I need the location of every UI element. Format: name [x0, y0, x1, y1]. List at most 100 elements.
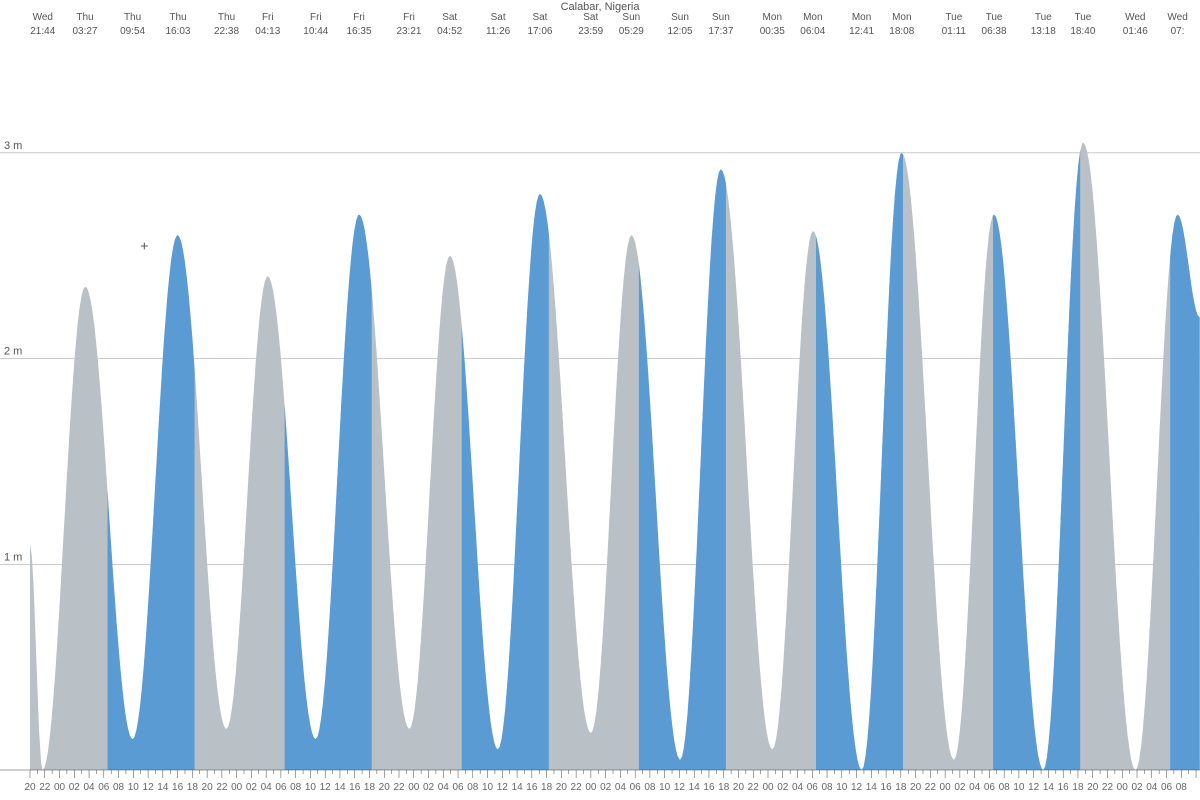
x-hour-label: 10: [659, 782, 671, 793]
top-day-label: Sat: [491, 12, 506, 23]
top-day-label: Wed: [1167, 12, 1187, 23]
top-day-label: Mon: [852, 12, 871, 23]
top-time-label: 23:21: [396, 26, 421, 37]
x-hour-label: 16: [172, 782, 184, 793]
x-hour-label: 20: [556, 782, 568, 793]
x-hour-label: 00: [408, 782, 420, 793]
x-hour-label: 08: [644, 782, 656, 793]
top-day-label: Mon: [763, 12, 782, 23]
x-hour-label: 04: [83, 782, 95, 793]
top-day-label: Sat: [532, 12, 547, 23]
x-hour-label: 06: [807, 782, 819, 793]
marker-cross: +: [140, 237, 148, 253]
top-time-label: 16:35: [346, 26, 371, 37]
top-time-label: 09:54: [120, 26, 145, 37]
top-time-label: 21:44: [30, 26, 55, 37]
top-day-label: Fri: [262, 12, 274, 23]
x-hour-label: 16: [703, 782, 715, 793]
x-hour-label: 08: [290, 782, 302, 793]
x-hour-label: 22: [39, 782, 51, 793]
top-time-label: 07:: [1171, 26, 1185, 37]
x-hour-label: 20: [1087, 782, 1099, 793]
x-hour-label: 10: [128, 782, 140, 793]
y-axis-label: 2 m: [4, 346, 22, 358]
x-hour-label: 10: [482, 782, 494, 793]
top-day-label: Tue: [1035, 12, 1052, 23]
x-hour-label: 22: [748, 782, 760, 793]
x-hour-label: 04: [969, 782, 981, 793]
x-hour-label: 14: [157, 782, 169, 793]
x-hour-label: 04: [261, 782, 273, 793]
x-hour-label: 00: [940, 782, 952, 793]
top-time-label: 10:44: [303, 26, 328, 37]
x-hour-label: 18: [718, 782, 730, 793]
x-hour-label: 00: [1117, 782, 1129, 793]
x-hour-label: 16: [1058, 782, 1070, 793]
x-hour-label: 00: [231, 782, 243, 793]
top-time-label: 17:06: [527, 26, 552, 37]
tide-chart: 1 m2 m3 m2022000204060810121416182022000…: [0, 0, 1200, 800]
x-hour-label: 08: [821, 782, 833, 793]
x-hour-label: 08: [999, 782, 1011, 793]
x-hour-label: 02: [246, 782, 258, 793]
top-day-label: Sun: [622, 12, 640, 23]
x-hour-label: 06: [984, 782, 996, 793]
top-day-label: Fri: [353, 12, 365, 23]
top-day-label: Mon: [892, 12, 911, 23]
x-hour-label: 10: [305, 782, 317, 793]
top-time-label: 04:13: [255, 26, 280, 37]
top-time-label: 22:38: [214, 26, 239, 37]
x-hour-label: 00: [54, 782, 66, 793]
top-day-label: Sat: [442, 12, 457, 23]
x-hour-label: 14: [512, 782, 524, 793]
top-time-label: 18:40: [1070, 26, 1095, 37]
x-hour-label: 14: [689, 782, 701, 793]
top-day-label: Mon: [803, 12, 822, 23]
x-hour-label: 08: [113, 782, 125, 793]
x-hour-label: 18: [364, 782, 376, 793]
x-hour-label: 06: [275, 782, 287, 793]
x-hour-label: 02: [777, 782, 789, 793]
top-time-label: 05:29: [619, 26, 644, 37]
x-hour-label: 06: [630, 782, 642, 793]
x-hour-label: 04: [792, 782, 804, 793]
top-time-label: 03:27: [72, 26, 97, 37]
x-hour-label: 16: [526, 782, 538, 793]
tide-chart-svg: 1 m2 m3 m2022000204060810121416182022000…: [0, 0, 1200, 800]
top-time-label: 23:59: [578, 26, 603, 37]
x-hour-label: 12: [143, 782, 155, 793]
x-hour-label: 22: [393, 782, 405, 793]
x-hour-label: 04: [1146, 782, 1158, 793]
y-axis-label: 3 m: [4, 140, 22, 152]
top-time-label: 12:05: [668, 26, 693, 37]
top-time-label: 16:03: [165, 26, 190, 37]
top-day-label: Thu: [76, 12, 93, 23]
top-time-label: 13:18: [1031, 26, 1056, 37]
top-time-label: 01:46: [1123, 26, 1148, 37]
x-hour-label: 04: [438, 782, 450, 793]
x-hour-label: 02: [954, 782, 966, 793]
top-day-label: Thu: [218, 12, 235, 23]
top-day-label: Tue: [945, 12, 962, 23]
x-hour-label: 16: [881, 782, 893, 793]
top-day-label: Tue: [1074, 12, 1091, 23]
top-day-label: Wed: [1125, 12, 1145, 23]
top-time-label: 12:41: [849, 26, 874, 37]
x-hour-label: 06: [1161, 782, 1173, 793]
x-hour-label: 02: [600, 782, 612, 793]
top-day-label: Tue: [986, 12, 1003, 23]
x-hour-label: 18: [895, 782, 907, 793]
x-hour-label: 12: [851, 782, 863, 793]
top-day-label: Fri: [403, 12, 415, 23]
top-day-label: Thu: [124, 12, 141, 23]
x-hour-label: 20: [910, 782, 922, 793]
top-day-label: Wed: [33, 12, 53, 23]
x-hour-label: 10: [1013, 782, 1025, 793]
x-hour-label: 02: [1131, 782, 1143, 793]
x-hour-label: 12: [320, 782, 332, 793]
x-hour-label: 14: [1043, 782, 1055, 793]
x-hour-label: 20: [379, 782, 391, 793]
top-time-label: 11:26: [486, 26, 511, 37]
chart-title: Calabar, Nigeria: [561, 1, 641, 13]
x-hour-label: 04: [615, 782, 627, 793]
